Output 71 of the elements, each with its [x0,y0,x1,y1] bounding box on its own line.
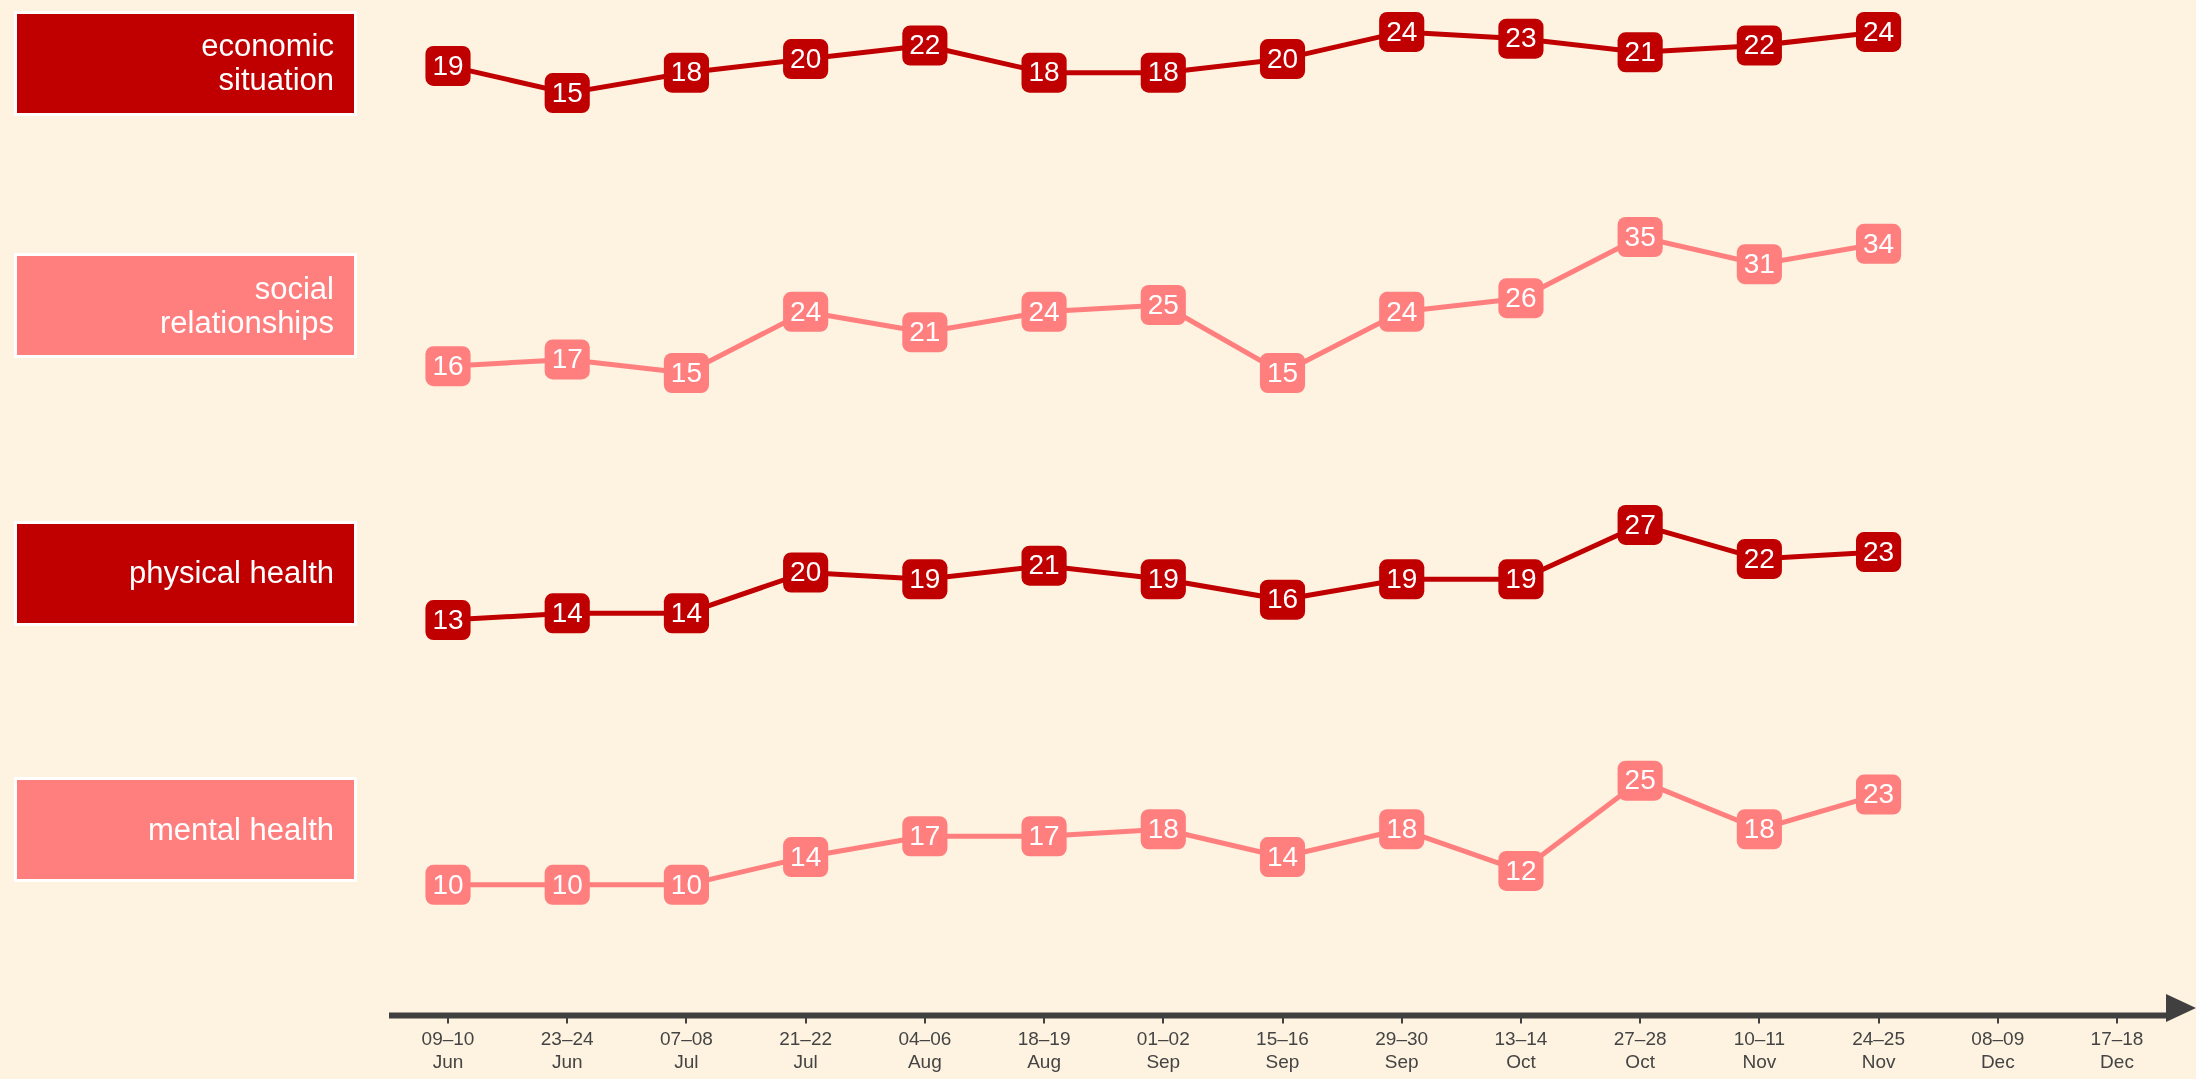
data-label: 14 [551,597,583,629]
data-label: 14 [790,840,822,872]
data-label: 22 [1743,542,1775,574]
x-tick-label: 17–18 Dec [2090,1027,2144,1073]
data-label: 27 [1624,508,1656,540]
data-label: 18 [1147,56,1179,88]
data-label: 23 [1862,778,1895,810]
x-tick-label: 21–22 Jul [779,1027,833,1073]
data-label: 19 [1505,563,1537,595]
x-tick-label: 10–11 Nov [1733,1027,1786,1073]
data-label: 19 [1386,563,1418,595]
data-label: 15 [1266,356,1299,388]
data-label: 25 [1624,764,1656,796]
data-label: 17 [909,819,941,851]
data-label: 18 [1743,813,1775,844]
data-label: 22 [909,29,941,61]
data-label: 24 [1862,15,1895,47]
data-label: 18 [1386,813,1418,844]
data-label: 25 [1147,288,1179,320]
data-label: 19 [909,563,941,595]
data-label: 21 [909,315,941,347]
data-label: 10 [551,868,583,900]
data-label: 20 [1266,42,1299,74]
data-label: 16 [432,349,464,381]
data-label: 31 [1743,247,1775,279]
data-label: 14 [1266,840,1299,872]
data-label: 24 [1028,295,1060,327]
x-tick-label: 29–30 Sep [1375,1027,1429,1073]
x-tick-label: 04–06 Aug [898,1027,952,1073]
data-label: 23 [1862,535,1895,567]
data-label: 17 [551,343,583,375]
text: physical health [128,555,334,590]
data-label: 23 [1505,22,1537,54]
data-label: 26 [1505,281,1537,313]
data-label: 22 [1743,29,1775,61]
data-label: 10 [432,868,464,900]
x-tick-label: 01–02 Sep [1136,1027,1190,1073]
data-label: 24 [790,295,822,327]
data-label: 12 [1505,854,1537,886]
text: economic situation [200,28,334,97]
data-label: 21 [1624,36,1656,68]
data-label: 15 [670,356,703,388]
data-label: 14 [670,597,703,629]
data-label: 20 [790,556,822,588]
text: mental health [147,811,334,847]
data-label: 35 [1624,220,1656,252]
x-tick-label: 23–24 Jun [540,1027,595,1073]
x-tick-label: 09–10 Jun [421,1027,475,1073]
data-label: 24 [1386,15,1418,47]
data-label: 18 [1147,813,1179,844]
x-tick-label: 08–09 Dec [1971,1027,2025,1073]
x-tick-label: 13–14 Oct [1494,1027,1548,1073]
data-label: 15 [551,76,583,108]
data-label: 21 [1028,549,1060,581]
x-tick-label: 18–19 Aug [1017,1027,1071,1073]
data-label: 17 [1028,819,1060,851]
data-label: 10 [670,868,703,900]
data-label: 16 [1266,583,1299,615]
data-label: 24 [1386,295,1418,327]
data-label: 18 [1028,56,1060,88]
data-label: 34 [1862,227,1895,259]
x-tick-label: 24–25 Nov [1852,1027,1905,1073]
x-tick-label: 27–28 Oct [1613,1027,1667,1073]
text: social relationships [158,270,334,340]
data-label: 20 [790,42,822,74]
x-tick-label: 15–16 Sep [1256,1027,1309,1073]
data-label: 13 [432,603,464,635]
data-label: 18 [670,56,703,88]
data-label: 19 [1147,563,1179,595]
data-label: 19 [432,49,464,81]
x-tick-label: 07–08 Jul [660,1027,713,1073]
